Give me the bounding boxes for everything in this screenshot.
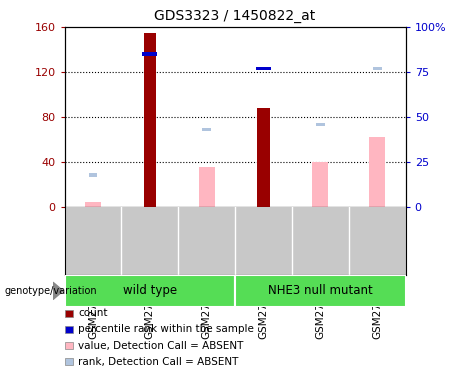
Title: GDS3323 / 1450822_at: GDS3323 / 1450822_at <box>154 9 316 23</box>
Bar <box>257 108 270 207</box>
Text: wild type: wild type <box>123 285 177 297</box>
Bar <box>142 52 157 56</box>
Bar <box>235 275 406 307</box>
Bar <box>256 67 271 70</box>
Bar <box>85 202 101 207</box>
Bar <box>316 122 325 126</box>
Text: rank, Detection Call = ABSENT: rank, Detection Call = ABSENT <box>78 357 239 367</box>
Bar <box>199 167 215 207</box>
Bar <box>89 173 97 177</box>
Text: count: count <box>78 308 108 318</box>
Polygon shape <box>53 282 63 300</box>
Bar <box>313 162 328 207</box>
Bar <box>143 33 156 207</box>
Text: value, Detection Call = ABSENT: value, Detection Call = ABSENT <box>78 341 244 351</box>
Bar <box>369 137 385 207</box>
Text: NHE3 null mutant: NHE3 null mutant <box>268 285 373 297</box>
Bar <box>202 128 211 131</box>
Text: percentile rank within the sample: percentile rank within the sample <box>78 324 254 334</box>
Bar <box>373 67 382 70</box>
Text: genotype/variation: genotype/variation <box>5 286 97 296</box>
Bar <box>65 275 235 307</box>
